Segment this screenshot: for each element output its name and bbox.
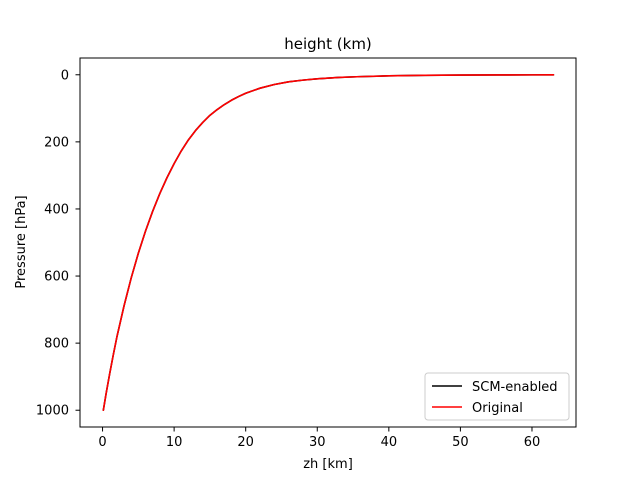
x-axis-ticks: 0 10 20 30 40 50 60 — [98, 427, 540, 450]
plot-frame — [79, 57, 577, 428]
x-tick-label: 20 — [237, 435, 254, 450]
legend-label-scm-enabled: SCM-enabled — [472, 380, 558, 395]
series-line-scm-enabled — [102, 74, 555, 412]
x-tick-label: 60 — [524, 435, 541, 450]
legend: SCM-enabled Original — [424, 372, 570, 421]
series-layer — [102, 74, 555, 412]
y-tick-label: 1000 — [36, 404, 69, 419]
y-axis-label: Pressure [hPa] — [14, 195, 29, 288]
y-axis-ticks: 0 200 400 600 800 1000 — [36, 68, 80, 419]
y-tick-label: 400 — [44, 202, 69, 217]
x-tick-label: 0 — [98, 435, 106, 450]
y-tick-label: 0 — [61, 68, 69, 83]
legend-box — [424, 372, 570, 421]
series-line-original — [102, 74, 555, 412]
x-tick-label: 30 — [309, 435, 326, 450]
chart-title: height (km) — [284, 35, 372, 53]
x-axis-label: zh [km] — [303, 457, 353, 472]
x-tick-label: 40 — [381, 435, 398, 450]
y-tick-label: 200 — [44, 135, 69, 150]
legend-label-original: Original — [472, 401, 523, 416]
y-tick-label: 800 — [44, 337, 69, 352]
x-tick-label: 10 — [166, 435, 183, 450]
x-tick-label: 50 — [452, 435, 469, 450]
y-tick-label: 600 — [44, 270, 69, 285]
